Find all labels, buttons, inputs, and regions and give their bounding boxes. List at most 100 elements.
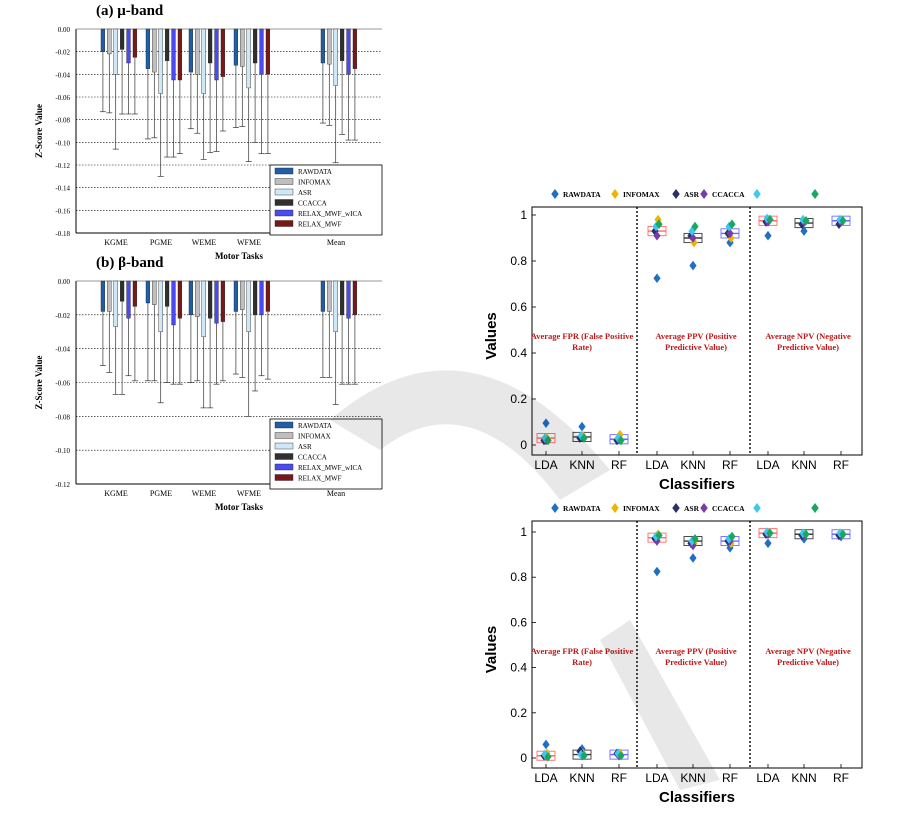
bar-relax-mwf bbox=[220, 280, 225, 322]
y-tick-label: 0 bbox=[520, 438, 527, 452]
bar-relax-mwf bbox=[352, 28, 357, 69]
bar-ccacca bbox=[252, 28, 258, 64]
legend-label: RAWDATA bbox=[298, 168, 332, 176]
legend-marker bbox=[672, 189, 680, 199]
y-tick-label: -0.12 bbox=[55, 481, 70, 489]
legend-swatch bbox=[274, 453, 294, 460]
legend-marker bbox=[551, 503, 559, 513]
data-point bbox=[799, 528, 807, 538]
legend-label: RELAX_MWF bbox=[298, 221, 342, 229]
bar-infomax bbox=[240, 28, 245, 67]
x-tick-label: PGME bbox=[150, 489, 172, 498]
bar-infomax bbox=[152, 280, 157, 305]
bar-ccacca bbox=[340, 28, 345, 61]
data-point bbox=[689, 553, 697, 563]
bar-ccacca bbox=[207, 28, 213, 64]
y-tick-label: -0.06 bbox=[55, 380, 70, 388]
legend-marker bbox=[551, 189, 559, 199]
y-tick-label: 0.4 bbox=[510, 346, 527, 360]
data-point bbox=[542, 739, 550, 750]
y-tick-label: 0.00 bbox=[58, 26, 71, 34]
y-tick-label: -0.06 bbox=[55, 94, 70, 102]
bar-relax-mwf-wica bbox=[214, 28, 219, 81]
legend-swatch bbox=[274, 442, 294, 450]
data-point bbox=[653, 566, 661, 577]
chart-title: (b) β-band bbox=[96, 255, 164, 271]
x-tick-label: KNN bbox=[569, 458, 594, 472]
y-axis-label: Values bbox=[483, 312, 500, 360]
data-point bbox=[802, 215, 810, 226]
bar-ccacca bbox=[252, 280, 258, 316]
x-tick-label: LDA bbox=[756, 771, 779, 785]
legend-label: ASR bbox=[684, 190, 700, 199]
legend-label: CCACCA bbox=[712, 504, 745, 513]
data-point bbox=[689, 260, 697, 271]
x-tick-label: KNN bbox=[680, 458, 705, 472]
bar-asr bbox=[201, 28, 206, 94]
x-tick-label: KNN bbox=[680, 771, 705, 785]
bar-asr bbox=[246, 28, 251, 89]
y-tick-label: -0.14 bbox=[55, 185, 70, 193]
y-tick-label: 1 bbox=[520, 525, 527, 539]
data-point bbox=[577, 431, 585, 441]
legend-swatch bbox=[274, 188, 294, 196]
bar-ccacca bbox=[119, 280, 125, 302]
x-tick-label: RF bbox=[833, 458, 849, 472]
legend: RAWDATA INFOMAX ASR CCACCA RELAX_MWF_wICA REL… bbox=[269, 164, 383, 236]
bar-relax-mwf bbox=[177, 280, 182, 319]
legend-label: CCACCA bbox=[298, 454, 327, 462]
legend-swatch bbox=[274, 463, 294, 471]
legend-marker bbox=[753, 189, 761, 199]
data-point bbox=[764, 230, 772, 241]
data-point bbox=[689, 233, 697, 243]
section-annotation: Average NPV (Negative Predictive Value) bbox=[765, 331, 851, 352]
x-tick-label: RF bbox=[722, 458, 738, 472]
bar-chart-mu: (a) μ-band 0.00 -0.02 -0.04 -0.06 -0.08 -0.10 -… bbox=[34, 3, 383, 261]
bar-chart-beta: (b) β-band 0.00 -0.02 -0.04 -0.06 -0.08 -0.10 -… bbox=[34, 255, 383, 512]
bar-relax-mwf-wica bbox=[259, 280, 264, 316]
x-tick-label: WEME bbox=[192, 489, 217, 498]
legend: RAWDATA INFOMAX ASR CCACCA bbox=[551, 503, 819, 513]
legend-label: RAWDATA bbox=[298, 422, 332, 430]
data-point bbox=[544, 752, 552, 762]
legend-marker bbox=[611, 189, 619, 199]
bar-relax-mwf bbox=[352, 280, 357, 316]
x-tick-label: LDA bbox=[534, 458, 557, 472]
data-point bbox=[653, 230, 661, 241]
legend-swatch bbox=[274, 432, 294, 439]
y-tick-label: 0.4 bbox=[510, 661, 527, 675]
y-tick-label: 0.2 bbox=[510, 392, 527, 406]
bar-infomax bbox=[240, 280, 245, 310]
bar-infomax bbox=[327, 280, 332, 312]
bar-infomax bbox=[107, 280, 112, 312]
bar-relax-mwf-wica bbox=[126, 28, 131, 64]
legend-label: ASR bbox=[298, 189, 312, 197]
watermark-logo bbox=[330, 370, 720, 790]
legend-label: ASR bbox=[298, 443, 312, 451]
x-axis-label: Classifiers bbox=[659, 789, 735, 806]
bar-rawdata bbox=[188, 28, 193, 73]
bar-ccacca bbox=[119, 28, 125, 50]
watermark-swoosh bbox=[330, 370, 610, 500]
legend: RAWDATA INFOMAX ASR CCACCA bbox=[551, 189, 819, 199]
bar-infomax bbox=[107, 28, 112, 55]
data-point bbox=[839, 215, 847, 226]
y-tick-label: -0.18 bbox=[55, 230, 70, 238]
legend-marker bbox=[672, 503, 680, 513]
x-axis-label: Motor Tasks bbox=[215, 502, 264, 512]
x-tick-label: LDA bbox=[756, 458, 779, 472]
legend-swatch bbox=[274, 178, 294, 185]
legend-label: RELAX_MWF_wICA bbox=[298, 210, 362, 218]
legend: RAWDATA INFOMAX ASR CCACCA RELAX_MWF_wICA REL… bbox=[269, 418, 383, 490]
data-point bbox=[544, 435, 552, 446]
legend-marker bbox=[611, 503, 619, 513]
y-axis-label: Z-Score Value bbox=[34, 104, 44, 158]
data-point bbox=[580, 750, 588, 761]
x-tick-label: PGME bbox=[150, 238, 172, 247]
data-point bbox=[577, 749, 585, 760]
data-point bbox=[688, 226, 696, 236]
data-point bbox=[653, 273, 661, 284]
bar-ccacca bbox=[164, 280, 170, 307]
x-axis-label: Classifiers bbox=[659, 476, 735, 493]
